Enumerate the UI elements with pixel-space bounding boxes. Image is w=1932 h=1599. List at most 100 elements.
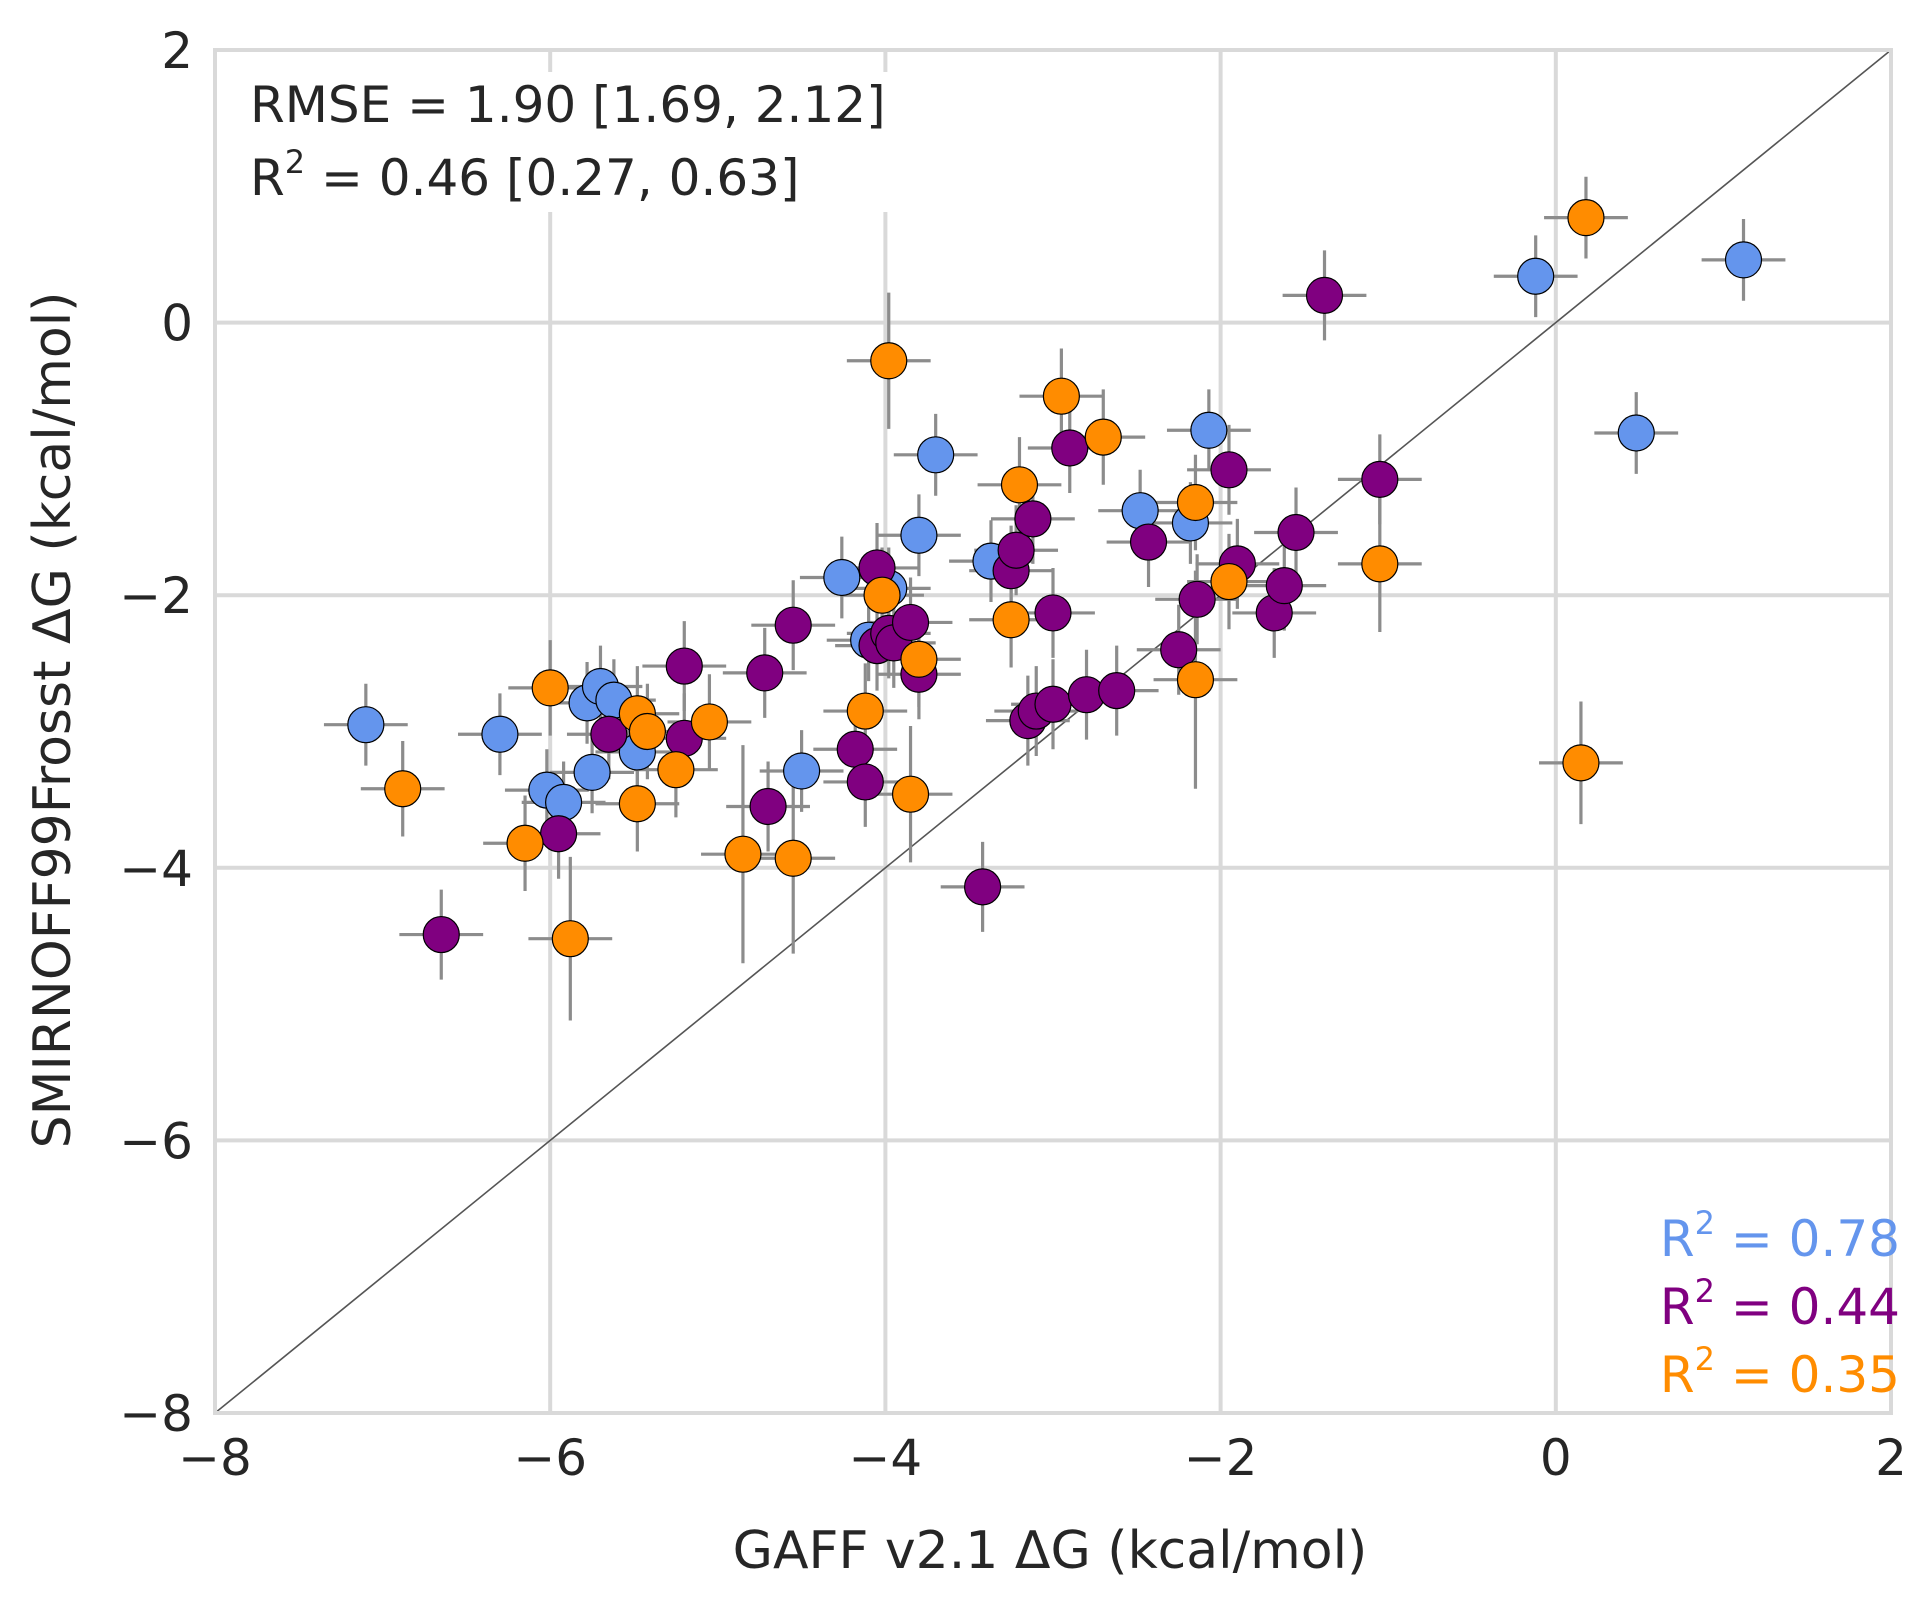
data-point [917,436,955,474]
data-point [690,703,729,741]
data-point [551,920,589,958]
data-point [347,706,385,744]
data-point [1176,483,1215,522]
data-point [531,669,569,707]
rmse-annotation: RMSE = 1.90 [1.69, 2.12] [250,76,886,134]
data-point [746,654,784,692]
data-point [545,783,583,821]
series-orange-r2: R2 = 0.35 [1660,1340,1900,1404]
x-axis-title: GAFF v2.1 ΔG (kcal/mol) [733,1521,1368,1581]
series-purple-r2-sup: 2 [1695,1272,1715,1310]
r2-annotation: R2 = 0.46 [0.27, 0.63] [250,143,799,207]
data-point [1210,562,1248,601]
x-tick-label: 0 [1540,1429,1572,1487]
data-point [1160,631,1198,669]
data-point [774,606,812,644]
data-point [1176,661,1215,699]
data-point [823,558,861,597]
x-tick-label: 2 [1875,1429,1907,1487]
y-tick-label: 0 [161,295,193,353]
y-axis-title: SMIRNOFF99Frosst ΔG (kcal/mol) [23,292,83,1149]
data-point [749,787,787,826]
data-point [1014,500,1052,538]
data-point [1034,685,1072,723]
series-blue-r2: R2 = 0.78 [1660,1204,1900,1268]
series-purple-r2-prefix: R [1660,1278,1695,1336]
data-point [1562,744,1600,782]
data-point [1724,241,1763,279]
data-point [422,915,460,954]
y-tick-labels: −8 −6 −4 −2 0 2 [119,22,193,1443]
data-point [1517,257,1555,295]
data-point [1129,523,1168,561]
data-point [1121,492,1159,530]
r2-annotation-suffix: = 0.46 [0.27, 0.63] [305,149,799,207]
data-point [774,839,812,877]
series-r2-labels: R2 = 0.78 R2 = 0.44 R2 = 0.35 [1660,1204,1900,1404]
y-tick-label: −6 [119,1112,193,1170]
series-orange-r2-suffix: = 0.35 [1715,1346,1900,1404]
x-tick-label: −4 [849,1429,923,1487]
x-tick-label: −2 [1184,1429,1258,1487]
r2-annotation-prefix: R [250,149,285,207]
data-point [891,775,930,813]
data-point [506,824,544,862]
data-point [384,770,422,808]
data-point [846,763,884,801]
y-tick-label: 2 [161,22,193,80]
y-tick-label: −4 [119,840,193,898]
y-tick-label: −2 [119,567,193,625]
data-point [900,640,938,678]
annotation-background [243,72,943,212]
data-point [618,785,656,823]
data-point [1084,418,1122,456]
data-point [1000,466,1039,504]
data-point [1190,411,1228,449]
data-point [870,342,908,380]
data-point [590,715,628,753]
data-point [891,603,930,642]
data-point [724,835,762,873]
data-point [782,752,821,790]
data-points [347,199,1763,958]
data-point [1210,451,1248,489]
data-point [997,531,1035,569]
data-point [1361,545,1399,583]
data-point [1567,199,1605,237]
data-point [1265,567,1303,605]
data-point [992,601,1030,639]
x-tick-labels: −8 −6 −4 −2 0 2 [178,1429,1907,1487]
data-point [1098,672,1136,710]
series-orange-r2-prefix: R [1660,1346,1695,1404]
axes-frame [213,48,1893,1415]
data-point [1277,513,1315,552]
data-point [628,712,667,751]
data-point [1617,414,1655,452]
axes-border [213,48,1893,1415]
r2-annotation-sup: 2 [285,143,305,181]
series-blue-r2-suffix: = 0.78 [1715,1210,1900,1268]
x-tick-label: −8 [178,1429,252,1487]
data-point [481,715,519,753]
data-point [1305,276,1344,314]
series-orange-r2-sup: 2 [1695,1340,1715,1378]
data-point [863,576,901,614]
series-purple-r2-suffix: = 0.44 [1715,1278,1900,1336]
data-point [964,868,1002,906]
data-point [1034,594,1072,632]
data-point [573,753,611,791]
series-blue-r2-prefix: R [1660,1210,1695,1268]
y-tick-label: −8 [119,1385,193,1443]
data-point [539,815,578,853]
data-point [657,751,695,789]
data-point [1042,377,1080,415]
data-point [1361,460,1399,498]
data-point [665,647,703,685]
data-point [1051,429,1089,467]
data-point [900,516,938,554]
data-point [846,692,884,730]
series-purple-r2: R2 = 0.44 [1660,1272,1900,1336]
x-tick-label: −6 [513,1429,587,1487]
series-blue-r2-sup: 2 [1695,1204,1715,1242]
